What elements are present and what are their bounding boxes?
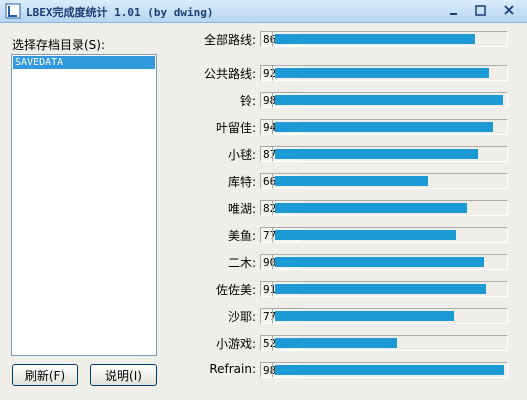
- row-label: 小毬:: [227, 148, 256, 162]
- progress-track: [272, 227, 508, 243]
- row-label: 佐佐美:: [215, 283, 256, 297]
- list-label: 选择存档目录(S):: [12, 38, 106, 52]
- row-label: 二木:: [227, 256, 256, 270]
- progress-track: [272, 281, 508, 297]
- progress-bar: [275, 203, 467, 213]
- row-label: Refrain:: [209, 362, 256, 376]
- app-icon: [5, 3, 21, 19]
- progress-bar: [275, 149, 478, 159]
- help-button[interactable]: 说明(I): [90, 364, 157, 386]
- progress-track: [272, 92, 508, 108]
- title-bar: LBEX完成度统计 1.01 (by dwing): [0, 0, 527, 23]
- progress-track: [272, 31, 508, 47]
- row-label: 公共路线:: [203, 67, 256, 81]
- progress-bar: [275, 365, 504, 375]
- progress-bar: [275, 284, 487, 294]
- progress-bar: [275, 34, 476, 44]
- progress-bar: [275, 68, 489, 78]
- progress-track: [272, 362, 508, 378]
- progress-track: [272, 119, 508, 135]
- progress-track: [272, 146, 508, 162]
- row-label: 沙耶:: [227, 310, 256, 324]
- progress-bar: [275, 257, 485, 267]
- row-label: 小游戏:: [215, 337, 256, 351]
- list-item[interactable]: SAVEDATA: [13, 56, 155, 69]
- window-title: LBEX完成度统计 1.01 (by dwing): [26, 6, 214, 19]
- progress-bar: [275, 122, 494, 132]
- row-label: 叶留佳:: [215, 121, 256, 135]
- progress-bar: [275, 338, 398, 348]
- progress-bar: [275, 95, 503, 105]
- progress-bar: [275, 311, 455, 321]
- progress-bar: [275, 176, 429, 186]
- progress-bar: [275, 230, 456, 240]
- row-label: 唯湖:: [227, 202, 256, 216]
- progress-track: [272, 308, 508, 324]
- progress-track: [272, 254, 508, 270]
- save-list[interactable]: SAVEDATA: [11, 54, 157, 356]
- progress-track: [272, 200, 508, 216]
- row-label: 全部路线:: [203, 33, 256, 47]
- row-label: 美鱼:: [227, 229, 256, 243]
- progress-track: [272, 173, 508, 189]
- progress-track: [272, 335, 508, 351]
- progress-track: [272, 65, 508, 81]
- row-label: 库特:: [227, 175, 256, 189]
- refresh-button[interactable]: 刷新(F): [12, 364, 78, 386]
- row-label: 铃:: [239, 94, 256, 108]
- window-controls[interactable]: [445, 3, 525, 19]
